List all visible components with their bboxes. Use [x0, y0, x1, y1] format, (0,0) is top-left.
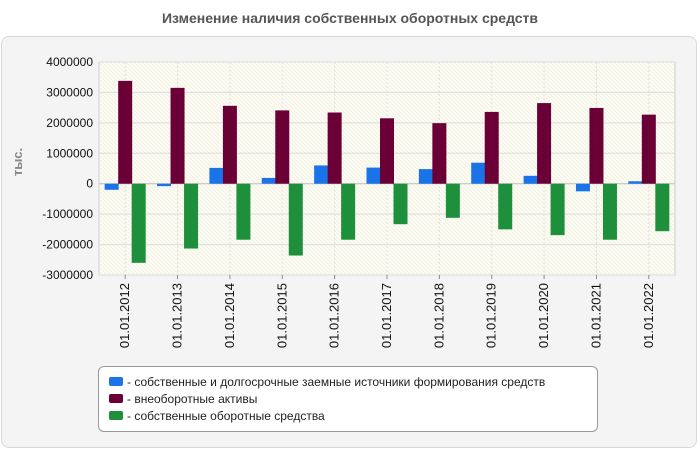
y-tick-label: 1000000: [46, 146, 93, 160]
x-tick-label: 01.01.2016: [327, 283, 342, 348]
y-tick-label: 3000000: [46, 85, 93, 99]
bar: [602, 183, 617, 240]
bar: [550, 183, 565, 236]
bar: [118, 80, 133, 184]
bar: [380, 118, 394, 184]
bar: [275, 110, 290, 184]
bar: [523, 175, 538, 184]
y-axis-label: тыс.: [10, 148, 25, 176]
legend-label-1: - собственные и долгосрочные заемные ист…: [127, 374, 546, 389]
bar: [170, 87, 185, 184]
y-tick-label: 0: [86, 177, 93, 191]
legend-label-2: - внеоборотные активы: [127, 391, 258, 406]
y-tick-label: 2000000: [46, 116, 93, 130]
bar: [261, 177, 276, 184]
bar: [445, 183, 460, 218]
x-tick-label: 01.01.2021: [588, 283, 603, 348]
y-tick-label: -2000000: [42, 238, 93, 252]
bar: [641, 114, 656, 184]
bar: [327, 112, 342, 184]
bar: [655, 183, 670, 232]
legend-label-3: - собственные оборотные средства: [127, 408, 325, 423]
legend-item: - внеоборотные активы: [109, 390, 597, 407]
bar: [589, 107, 604, 184]
bar: [222, 105, 237, 184]
bar: [471, 162, 486, 184]
x-tick-label: 01.01.2019: [484, 283, 499, 348]
bar: [209, 167, 224, 184]
legend-swatch-3: [109, 411, 123, 420]
bar: [236, 183, 251, 240]
bar: [432, 123, 447, 184]
x-tick-label: 01.01.2015: [274, 283, 289, 348]
bar: [537, 103, 552, 184]
bar: [157, 183, 172, 187]
y-tick-label: 4000000: [46, 55, 93, 69]
x-tick-label: 01.01.2017: [379, 283, 394, 348]
x-tick-label: 01.01.2014: [222, 283, 237, 348]
bar: [184, 183, 199, 249]
bar: [393, 183, 408, 225]
bar: [498, 183, 513, 230]
bar: [288, 183, 303, 256]
bar: [131, 183, 146, 263]
bar: [314, 165, 329, 184]
bar: [628, 181, 643, 184]
bar: [484, 111, 499, 184]
x-tick-label: 01.01.2022: [641, 283, 656, 348]
legend-swatch-1: [109, 377, 123, 386]
y-tick-label: -1000000: [42, 207, 93, 221]
x-tick-label: 01.01.2018: [431, 283, 446, 348]
chart-legend: - собственные и долгосрочные заемные ист…: [98, 366, 598, 432]
y-tick-label: -3000000: [42, 268, 93, 282]
legend-swatch-2: [109, 394, 123, 403]
bar: [366, 167, 381, 184]
chart-title: Изменение наличия собственных оборотных …: [161, 10, 539, 26]
bar: [418, 169, 433, 184]
x-tick-label: 01.01.2013: [170, 283, 185, 348]
bar: [341, 183, 356, 240]
legend-item: - собственные оборотные средства: [109, 407, 597, 424]
bar: [575, 183, 590, 192]
x-tick-label: 01.01.2020: [536, 283, 551, 348]
bar: [104, 183, 119, 190]
x-tick-label: 01.01.2012: [117, 283, 132, 348]
legend-item: - собственные и долгосрочные заемные ист…: [109, 373, 597, 390]
